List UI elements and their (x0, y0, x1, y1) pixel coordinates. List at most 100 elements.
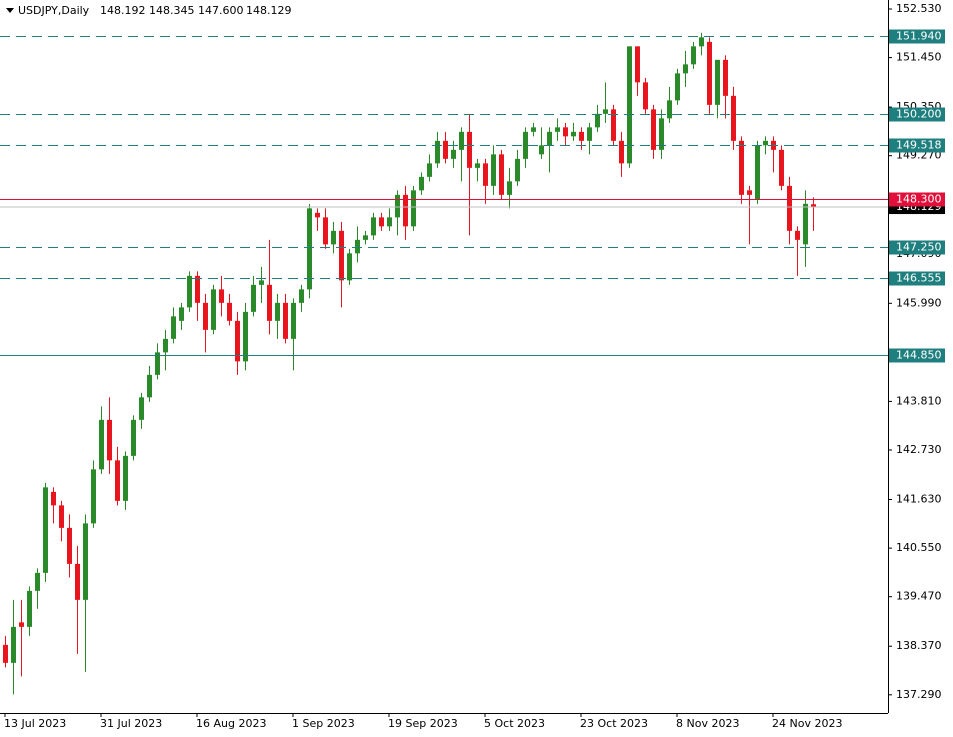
candle-body (491, 154, 496, 186)
candle-body (643, 82, 648, 110)
candle-body (427, 163, 432, 177)
candle-body (747, 190, 752, 195)
candle-body (667, 100, 672, 119)
level-label-box (889, 138, 945, 153)
level-label: 147.250 (896, 241, 942, 254)
candle-body (195, 275, 200, 303)
candle-body (395, 194, 400, 218)
candle-body (715, 59, 720, 105)
candle-body (339, 230, 344, 281)
candle-body (315, 212, 320, 218)
x-tick-label: 16 Aug 2023 (196, 717, 266, 730)
candle-body (403, 194, 408, 227)
candle-body (707, 41, 712, 105)
candle-body (243, 311, 248, 362)
candle-body (211, 289, 216, 330)
candle-body (787, 185, 792, 231)
candle-body (331, 230, 336, 245)
candle-body (251, 284, 256, 312)
candle-body (475, 163, 480, 168)
candle-body (723, 59, 728, 96)
candle-body (115, 460, 120, 501)
candle-body (523, 131, 528, 159)
ohlc-low: 147.600 (198, 4, 244, 17)
candle-body (611, 109, 616, 141)
candle-body (155, 352, 160, 375)
candle-body (59, 505, 64, 528)
candle-body (27, 590, 32, 627)
ohlc-close: 148.129 (246, 4, 292, 17)
candle-body (603, 109, 608, 114)
candle-body (267, 284, 272, 321)
level-label: 144.850 (896, 349, 942, 362)
x-tick-label: 19 Sep 2023 (388, 717, 458, 730)
candle-body (259, 280, 264, 285)
candle-body (219, 289, 224, 303)
candle-body (371, 217, 376, 236)
candle-body (387, 217, 392, 227)
level-label: 148.300 (896, 193, 942, 206)
candle-body (539, 145, 544, 155)
candle-body (35, 572, 40, 591)
level-label-box (889, 348, 945, 363)
candle-body (659, 118, 664, 150)
candle-body (283, 302, 288, 339)
candle-body (363, 235, 368, 240)
candle-body (11, 626, 16, 663)
menu-triangle[interactable] (6, 8, 14, 13)
level-label-box (889, 192, 945, 207)
x-tick-label: 1 Sep 2023 (292, 717, 355, 730)
y-tick-label: 142.730 (896, 443, 942, 456)
candle-body (627, 46, 632, 164)
y-tick-label: 143.810 (896, 394, 942, 407)
candle-body (3, 644, 8, 663)
candle-body (731, 95, 736, 141)
candle-body (131, 419, 136, 456)
candle-body (275, 302, 280, 321)
candle-body (803, 203, 808, 245)
candle-body (307, 208, 312, 290)
level-label-box (889, 107, 945, 122)
candle-body (779, 149, 784, 186)
candle-body (75, 563, 80, 600)
candle-body (187, 275, 192, 308)
y-tick-label: 140.550 (896, 541, 942, 554)
candle-body (235, 320, 240, 362)
ohlc-high: 148.345 (149, 4, 195, 17)
y-tick-label: 139.470 (896, 590, 942, 603)
candle-body (147, 374, 152, 398)
candle-body (555, 127, 560, 132)
candle-body (323, 217, 328, 245)
candle-body (547, 131, 552, 146)
x-tick-label: 13 Jul 2023 (4, 717, 66, 730)
x-tick-label: 24 Nov 2023 (772, 717, 842, 730)
candle-body (755, 145, 760, 200)
x-tick-label: 8 Nov 2023 (676, 717, 739, 730)
candle-body (83, 523, 88, 600)
candle-body (347, 253, 352, 281)
level-label: 151.940 (896, 30, 942, 43)
candle-body (67, 527, 72, 564)
candle-body (379, 217, 384, 227)
candle-body (531, 127, 536, 132)
candle-body (619, 140, 624, 164)
candle-body (595, 113, 600, 128)
candle-body (139, 397, 144, 420)
y-tick-label: 145.990 (896, 296, 942, 309)
candle-body (507, 181, 512, 195)
candle-body (635, 46, 640, 83)
candle-body (763, 140, 768, 146)
candle-body (563, 127, 568, 137)
candle-body (299, 289, 304, 303)
y-tick-label: 138.370 (896, 639, 942, 652)
candle-body (699, 37, 704, 47)
candle-body (691, 46, 696, 65)
candle-body (483, 163, 488, 186)
x-tick-label: 5 Oct 2023 (484, 717, 545, 730)
y-tick-label: 152.530 (896, 2, 942, 15)
candle-body (99, 419, 104, 470)
candle-body (651, 109, 656, 150)
candle-body (435, 140, 440, 164)
level-label: 150.200 (896, 108, 942, 121)
